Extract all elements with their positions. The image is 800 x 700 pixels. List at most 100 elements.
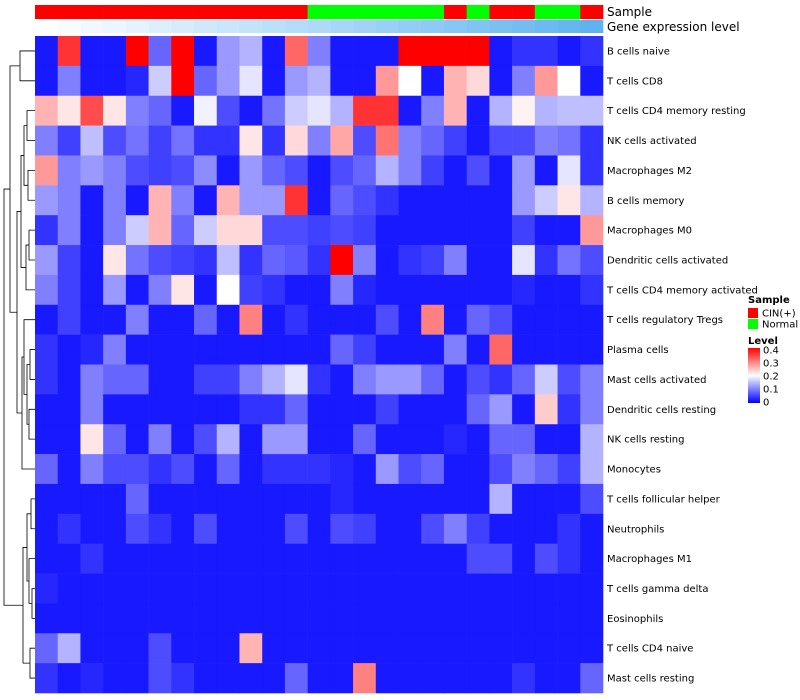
gene-expression-level-cell <box>489 20 513 33</box>
heatmap-cell <box>284 245 308 276</box>
heatmap-cell <box>262 155 286 186</box>
heatmap-cell <box>557 334 581 365</box>
sample-annotation-cell <box>57 5 81 19</box>
heatmap-cell <box>171 454 195 485</box>
heatmap-cell <box>125 274 149 306</box>
heatmap-cell <box>580 543 604 574</box>
heatmap-cell <box>421 155 445 186</box>
sample-annotation-cell <box>216 5 240 19</box>
heatmap-cell <box>557 513 581 544</box>
heatmap-cell <box>80 95 104 126</box>
heatmap-cell <box>148 394 172 425</box>
heatmap-cell <box>466 543 490 574</box>
heatmap-cell <box>375 513 399 544</box>
heatmap-cell <box>375 245 399 276</box>
row-label: Plasma cells <box>607 345 669 356</box>
row-label: Dendritic cells activated <box>607 255 728 266</box>
dendrogram-branch <box>28 229 35 261</box>
heatmap-cell <box>443 483 467 515</box>
heatmap-cell <box>148 36 172 67</box>
heatmap-cell <box>57 364 81 395</box>
heatmap-cell <box>80 573 104 604</box>
heatmap-cell <box>148 424 172 455</box>
heatmap-cell <box>307 334 331 365</box>
heatmap-cell <box>35 215 59 246</box>
heatmap-cell <box>466 65 490 97</box>
heatmap-cell <box>353 483 377 515</box>
heatmap-cell <box>375 304 399 335</box>
heatmap-cell <box>557 454 581 485</box>
heatmap-cell <box>307 424 331 455</box>
heatmap-cell <box>512 513 536 544</box>
heatmap-cell <box>375 36 399 67</box>
heatmap-cell <box>148 65 172 97</box>
gene-expression-level-cell <box>239 20 263 33</box>
heatmap-cell <box>534 215 558 246</box>
heatmap-cell <box>57 603 81 634</box>
heatmap-cell <box>512 304 536 335</box>
heatmap-cell <box>466 185 490 216</box>
heatmap-cell <box>443 364 467 395</box>
sample-annotation-cell <box>443 5 467 19</box>
dendrogram-branch <box>20 155 26 268</box>
heatmap-cell <box>80 36 104 67</box>
heatmap-cell <box>330 125 354 156</box>
heatmap-cell <box>443 603 467 634</box>
heatmap-cell <box>534 663 558 694</box>
heatmap-cell <box>284 304 308 335</box>
heatmap-cell <box>443 185 467 216</box>
heatmap-cell <box>57 394 81 425</box>
heatmap-cell <box>57 454 81 485</box>
dendrogram-branch <box>28 408 35 440</box>
heatmap-cell <box>443 424 467 455</box>
gene-expression-level-cell <box>443 20 467 33</box>
heatmap-cell <box>35 394 59 425</box>
sample-annotation-cell <box>534 5 558 19</box>
heatmap-cell <box>284 543 308 574</box>
heatmap-cell <box>353 304 377 335</box>
heatmap-cell <box>375 125 399 156</box>
gene-expression-level-cell <box>125 20 149 33</box>
heatmap-cell <box>103 513 127 544</box>
heatmap-cell <box>421 663 445 694</box>
heatmap-cell <box>103 334 127 365</box>
heatmap-cell <box>171 573 195 604</box>
dendrogram-branch <box>3 188 23 606</box>
dendrogram-branch <box>25 244 35 291</box>
heatmap-cell <box>557 215 581 246</box>
heatmap-cell <box>35 633 59 664</box>
heatmap-cell <box>239 513 263 544</box>
sample-annotation-cell <box>330 5 354 19</box>
heatmap-cell <box>35 95 59 126</box>
heatmap-cell <box>239 663 263 694</box>
heatmap-cell <box>398 65 422 97</box>
heatmap-cell <box>398 334 422 365</box>
heatmap-cell <box>534 334 558 365</box>
heatmap-cell <box>125 334 149 365</box>
heatmap-cell <box>103 274 127 306</box>
row-label: Eosinophils <box>607 614 663 625</box>
heatmap-cell <box>375 155 399 186</box>
sample-annotation-cell <box>80 5 104 19</box>
heatmap-cell <box>57 245 81 276</box>
heatmap-cell <box>80 334 104 365</box>
heatmap-cell <box>171 603 195 634</box>
gene-expression-level-cell <box>284 20 308 33</box>
heatmap-cell <box>557 394 581 425</box>
sample-annotation-cell <box>171 5 195 19</box>
heatmap-cell <box>421 65 445 97</box>
heatmap-cell <box>443 125 467 156</box>
heatmap-cell <box>421 334 445 365</box>
heatmap-cell <box>125 185 149 216</box>
heatmap-cell <box>330 155 354 186</box>
heatmap-cell <box>443 36 467 67</box>
heatmap-cell <box>57 304 81 335</box>
heatmap-cell <box>353 424 377 455</box>
heatmap-cell <box>353 573 377 604</box>
heatmap-cell <box>580 304 604 335</box>
heatmap-cell <box>239 185 263 216</box>
heatmap-cell <box>443 334 467 365</box>
heatmap-cell <box>80 424 104 455</box>
heatmap-cell <box>443 304 467 335</box>
heatmap-cell <box>353 513 377 544</box>
